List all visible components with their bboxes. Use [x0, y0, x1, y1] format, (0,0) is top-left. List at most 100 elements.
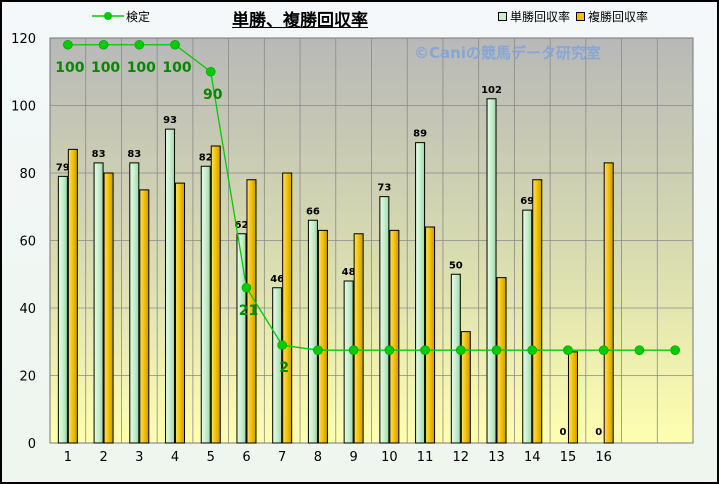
- bar-tansho: [343, 280, 354, 444]
- bar-fukusho: [603, 162, 614, 444]
- x-tick-label: 1: [64, 450, 72, 465]
- kentei-label: 100: [127, 60, 156, 76]
- bar-tansho: [307, 219, 318, 444]
- watermark: ©Caniの競馬データ研究室: [414, 44, 601, 62]
- y-tick-label: 60: [19, 235, 36, 250]
- kentei-label: 100: [55, 60, 84, 76]
- bar-fukusho: [425, 226, 436, 444]
- kentei-point: [563, 345, 573, 355]
- kentei-line: 100 100 100 100 90 21 2: [55, 39, 680, 376]
- bar-tansho: [129, 162, 140, 444]
- x-tick-label: 15: [560, 450, 577, 465]
- gridlines: [50, 38, 693, 443]
- kentei-point: [527, 345, 538, 355]
- bar-tansho-label: 83: [127, 149, 141, 160]
- bar-tansho-label: 0: [595, 427, 602, 438]
- y-tick-label: 80: [19, 167, 36, 182]
- x-tick-label: 2: [99, 450, 107, 465]
- legend-swatch-tansho: [498, 12, 507, 21]
- bar-tansho: [450, 273, 461, 444]
- x-tick-label: 16: [595, 450, 612, 465]
- x-tick-label: 13: [488, 450, 505, 465]
- kentei-point: [420, 345, 430, 355]
- kentei-point: [98, 39, 109, 50]
- bar-tansho-label: 73: [377, 183, 391, 194]
- x-tick-label: 4: [171, 450, 179, 465]
- legend-item-tansho: 単勝回収率: [498, 8, 570, 25]
- x-tick-label: 12: [453, 450, 470, 465]
- x-tick-label: 5: [207, 450, 215, 465]
- kentei-label: 100: [162, 60, 191, 76]
- kentei-point: [63, 39, 73, 50]
- bar-tansho: [415, 142, 426, 444]
- y-tick-label: 100: [11, 100, 36, 115]
- kentei-label: 90: [203, 87, 223, 103]
- kentei-point: [491, 345, 502, 355]
- bar-tansho: [165, 128, 176, 444]
- bar-tansho-label: 93: [163, 115, 177, 126]
- bar-tansho: [200, 165, 211, 444]
- legend-bars: 単勝回収率 複勝回収率: [498, 8, 648, 25]
- legend-line-marker: [92, 12, 124, 20]
- bar-fukusho: [139, 189, 150, 444]
- kentei-point: [456, 345, 466, 355]
- bar-tansho-label: 79: [56, 162, 70, 173]
- bar-tansho-label: 66: [306, 206, 320, 217]
- kentei-point: [598, 345, 609, 355]
- kentei-label: 21: [239, 303, 258, 319]
- bar-fukusho: [317, 229, 328, 444]
- bar-tansho-label: 102: [481, 85, 502, 96]
- kentei-point: [384, 345, 395, 355]
- bar-fukusho: [353, 233, 364, 444]
- kentei-label: 100: [91, 60, 120, 76]
- legend-label-tansho: 単勝回収率: [510, 10, 571, 24]
- bar-tansho-label: 69: [520, 196, 534, 207]
- bar-fukusho: [175, 182, 186, 444]
- kentei-point: [348, 345, 359, 355]
- bar-fukusho: [532, 179, 543, 444]
- bar-fukusho: [67, 148, 78, 444]
- kentei-point: [205, 66, 216, 77]
- legend-label-fukusho: 複勝回収率: [588, 10, 649, 24]
- x-tick-label: 7: [278, 450, 286, 465]
- legend-item-fukusho: 複勝回収率: [576, 8, 648, 25]
- bar-tansho-label: 82: [199, 152, 213, 163]
- kentei-point: [670, 345, 680, 355]
- bar-fukusho: [103, 172, 114, 444]
- bars: 79 83 83 93 82 62 46 66 48 73 89 50 102 69 0 0: [56, 85, 614, 444]
- kentei-point: [313, 345, 323, 355]
- bar-tansho: [522, 209, 533, 444]
- bar-fukusho: [282, 172, 293, 444]
- bar-tansho-label: 48: [342, 267, 356, 278]
- y-tick-label: 20: [19, 370, 36, 385]
- bar-tansho-label: 62: [235, 220, 249, 231]
- bar-tansho: [379, 196, 390, 444]
- y-tick-label: 0: [28, 437, 36, 452]
- kentei-point: [134, 39, 145, 50]
- x-tick-label: 8: [314, 450, 322, 465]
- bar-tansho-label: 83: [92, 149, 106, 160]
- kentei-point: [277, 340, 287, 350]
- bar-tansho: [236, 233, 247, 444]
- x-tick-label: 6: [242, 450, 250, 465]
- bar-fukusho: [496, 277, 507, 444]
- kentei-label: 2: [279, 360, 289, 376]
- bar-tansho-label: 89: [413, 129, 427, 140]
- bar-tansho: [93, 162, 104, 444]
- bar-fukusho: [567, 351, 578, 444]
- x-axis: 1 2 3 4 5 6 7 8 9 10 11 12 13 14 15 16: [64, 450, 612, 465]
- legend-line-label: 検定: [126, 9, 151, 24]
- bar-fukusho: [460, 331, 471, 444]
- legend-swatch-fukusho: [576, 12, 586, 21]
- bar-fukusho: [246, 179, 257, 444]
- y-tick-label: 40: [19, 302, 36, 317]
- kentei-point: [241, 282, 252, 293]
- bar-tansho: [486, 98, 497, 444]
- bar-tansho: [272, 287, 283, 444]
- x-tick-label: 11: [417, 450, 434, 465]
- chart-title: 単勝、複勝回収率: [232, 11, 368, 31]
- kentei-point: [634, 345, 645, 355]
- bar-fukusho: [210, 145, 221, 444]
- y-tick-label: 120: [11, 32, 36, 47]
- legend-line: 検定: [90, 8, 150, 24]
